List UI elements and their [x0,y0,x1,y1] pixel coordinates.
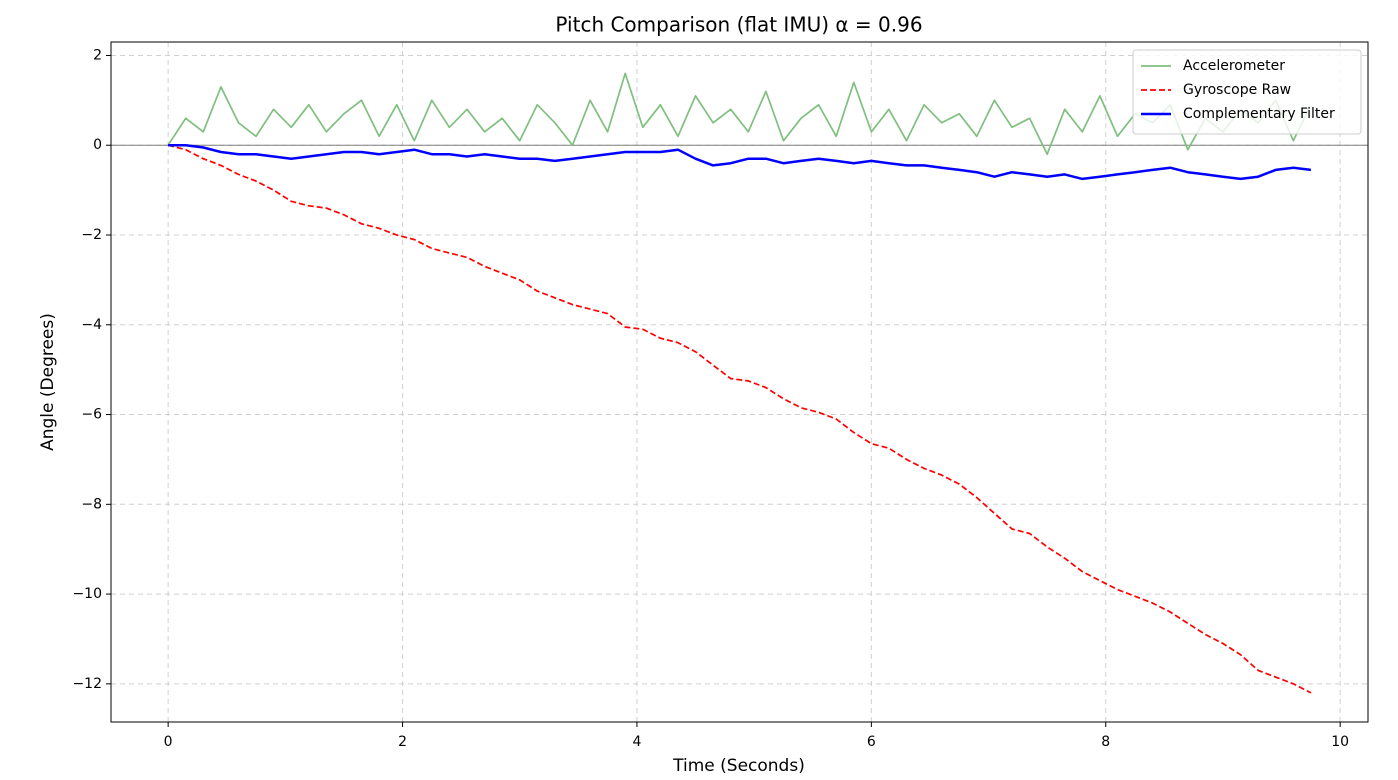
data-line [168,143,1312,181]
y-tick-label: 0 [93,137,102,153]
x-tick-label: 2 [398,734,407,750]
data-line [167,144,1312,694]
chart-title: Pitch Comparison (flat IMU) α = 0.96 [555,13,922,37]
y-axis-label: Angle (Degrees) [38,313,58,451]
plot-frame [110,41,1369,723]
legend-label: Gyroscope Raw [1183,82,1291,98]
x-tick-label: 4 [632,734,641,750]
y-tick-label: −4 [81,317,102,333]
y-tick-label: −12 [72,676,102,692]
x-tick-label: 6 [867,734,876,750]
legend-box [1132,49,1362,135]
y-tick-label: −2 [81,227,102,243]
x-tick-label: 10 [1331,734,1349,750]
y-tick-label: −8 [81,496,102,512]
legend-label: Accelerometer [1183,58,1285,74]
legend-label: Complementary Filter [1183,106,1335,122]
y-tick-label: −10 [72,586,102,602]
x-axis-label: Time (Seconds) [672,756,805,776]
x-tick-label: 8 [1101,734,1110,750]
x-tick-label: 0 [164,734,173,750]
y-tick-label: 2 [93,47,102,63]
y-tick-label: −6 [81,407,102,423]
data-line [167,72,1312,156]
